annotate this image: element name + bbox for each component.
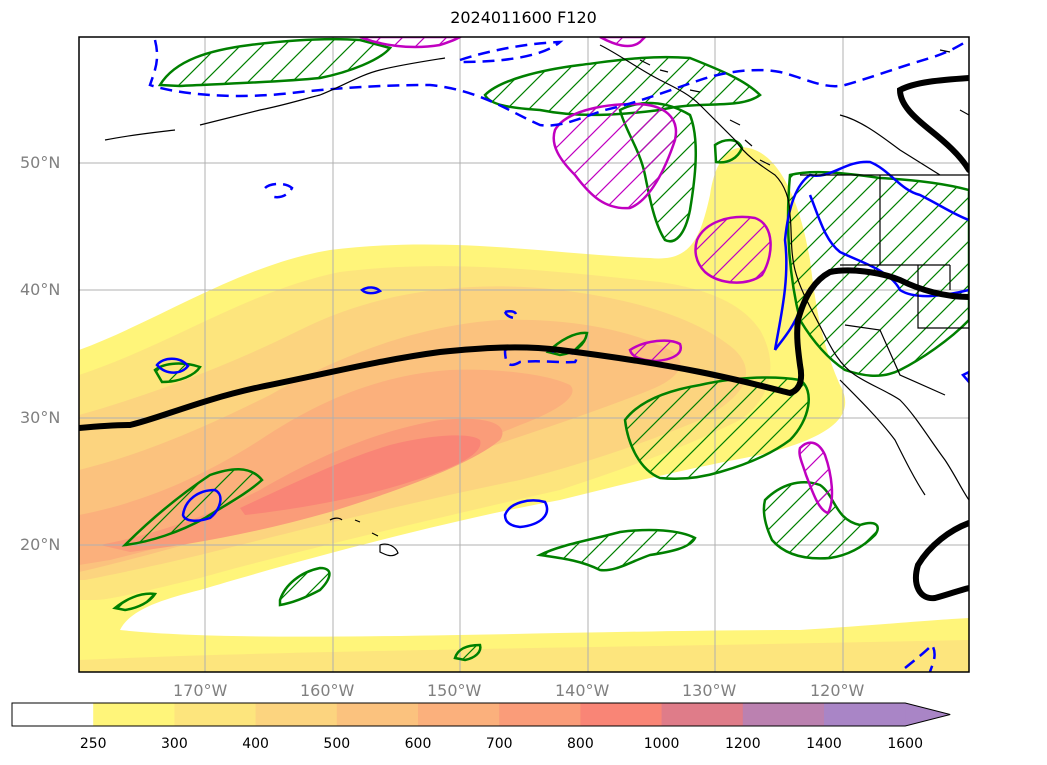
magenta-region-3 bbox=[628, 339, 682, 363]
coast-nw-america bbox=[599, 44, 969, 501]
magenta-region-4 bbox=[798, 441, 834, 515]
lat-label-40n: 40°N bbox=[20, 280, 61, 299]
colorbar-segment bbox=[742, 703, 825, 726]
magenta-region-2 bbox=[694, 215, 772, 284]
blue-dashed-small1 bbox=[264, 182, 294, 199]
ivt-contour-ne bbox=[896, 75, 969, 173]
border-states bbox=[840, 175, 969, 396]
colorbar-segment bbox=[93, 703, 175, 726]
map-title: 2024011600 F120 bbox=[450, 8, 597, 27]
green-region-gulf bbox=[483, 55, 762, 117]
colorbar-segment bbox=[824, 703, 906, 726]
lat-label-30n: 30°N bbox=[20, 408, 61, 427]
colorbar-segment bbox=[336, 703, 419, 726]
magenta-region-1 bbox=[552, 102, 678, 210]
plot-frame bbox=[78, 36, 970, 673]
blue-contour-trop bbox=[503, 499, 549, 529]
blue-contours bbox=[155, 160, 969, 529]
coast-hawaii bbox=[329, 517, 399, 557]
blue-contour-small2 bbox=[360, 286, 383, 295]
border-canada-inner bbox=[839, 109, 969, 176]
blue-dashed-small2 bbox=[503, 310, 518, 320]
colorbar-tick-label: 250 bbox=[79, 736, 107, 752]
colorbar-tick-label: 500 bbox=[323, 736, 351, 752]
lat-label-20n: 20°N bbox=[20, 535, 61, 554]
colorbar-tick-label: 600 bbox=[404, 736, 432, 752]
colorbar-tick-label: 800 bbox=[567, 736, 594, 752]
colorbar-outline bbox=[11, 702, 951, 727]
ivt-contour-se bbox=[913, 520, 969, 602]
colorbar-segment bbox=[12, 703, 94, 726]
coast-alaska bbox=[104, 57, 446, 141]
blue-contour-small3 bbox=[961, 370, 969, 384]
magenta-region-6 bbox=[599, 37, 647, 48]
colorbar-segment bbox=[661, 703, 744, 726]
green-region-small2 bbox=[112, 592, 158, 612]
ivt-contours bbox=[79, 75, 969, 602]
lon-label-150w: 150°W bbox=[427, 681, 482, 700]
plot-area bbox=[79, 37, 969, 672]
shade-800 bbox=[240, 435, 481, 515]
colorbar-segment bbox=[580, 703, 663, 726]
blue-dashed-se bbox=[904, 642, 936, 672]
coast-islands bbox=[639, 49, 951, 166]
colorbar-segment bbox=[255, 703, 338, 726]
green-region-small1 bbox=[453, 643, 482, 662]
lat-label-50n: 50°N bbox=[20, 153, 61, 172]
colorbar-segment bbox=[499, 703, 581, 726]
green-region-trop2 bbox=[121, 468, 264, 547]
colorbar-tick-label: 400 bbox=[242, 736, 269, 752]
lon-label-120w: 120°W bbox=[810, 681, 865, 700]
colorbar-extend-arrow bbox=[905, 703, 951, 726]
green-region-trop3 bbox=[278, 566, 331, 607]
colorbar-tick-label: 1600 bbox=[887, 736, 923, 752]
colorbar-tick-label: 700 bbox=[485, 736, 513, 752]
green-region-alaska bbox=[157, 37, 393, 88]
blue-dashed-gulf bbox=[459, 40, 564, 64]
magenta-hatched-regions bbox=[359, 37, 834, 515]
lon-label-160w: 160°W bbox=[300, 681, 355, 700]
colorbar bbox=[11, 702, 951, 727]
green-region-subtropical bbox=[623, 376, 810, 480]
colorbar-tick-label: 1400 bbox=[806, 736, 842, 752]
coast-baja bbox=[839, 379, 926, 496]
ivt-contour-main bbox=[79, 267, 969, 431]
colorbar-segment bbox=[174, 703, 257, 726]
lon-label-140w: 140°W bbox=[555, 681, 610, 700]
blue-dashed-central bbox=[503, 345, 578, 367]
blue-contour-hawaii1 bbox=[181, 488, 222, 522]
colorbar-segment bbox=[418, 703, 500, 726]
blue-contour-small1 bbox=[155, 357, 190, 374]
blue-dashed-contours bbox=[148, 38, 969, 672]
colorbar-tick-label: 300 bbox=[161, 736, 188, 752]
lon-label-130w: 130°W bbox=[682, 681, 737, 700]
colorbar-tick-label: 1200 bbox=[724, 736, 761, 752]
green-region-trop1 bbox=[535, 528, 697, 572]
coastlines bbox=[104, 44, 969, 557]
colorbar-tick-label: 1000 bbox=[643, 736, 680, 752]
blue-dashed-north bbox=[148, 38, 969, 127]
lon-label-170w: 170°W bbox=[173, 681, 228, 700]
